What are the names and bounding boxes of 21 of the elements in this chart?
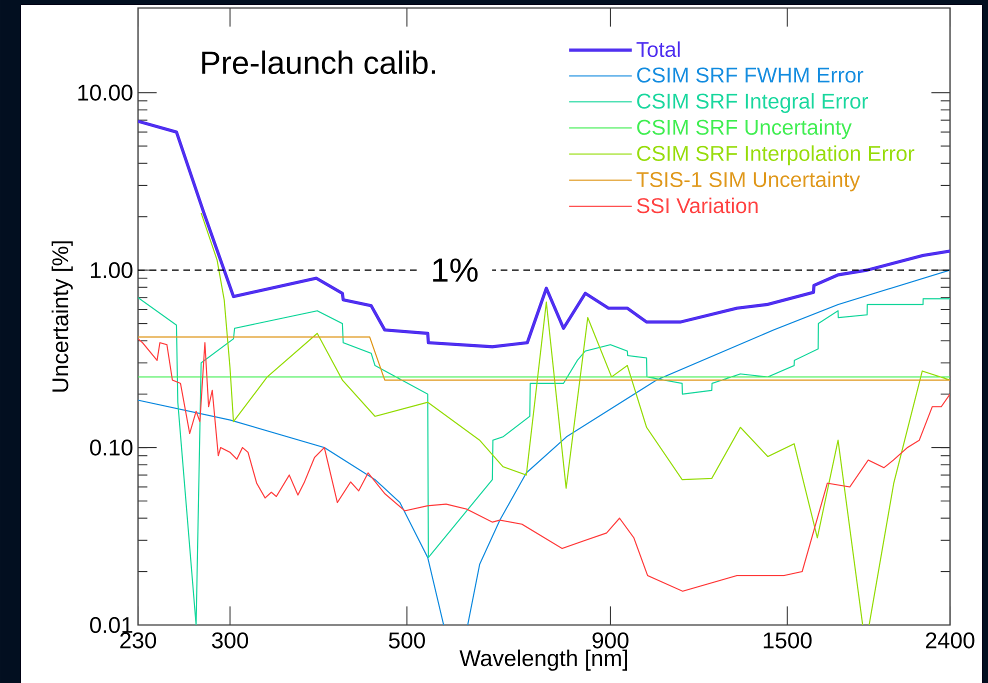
y-tick-label: 10.00: [78, 84, 132, 101]
legend-label: Total: [636, 41, 680, 58]
x-tick-label: 1500: [764, 632, 812, 648]
x-tick-label: 230: [120, 632, 156, 648]
legend-label: TSIS-1 SIM Uncertainty: [636, 171, 860, 192]
x-axis-title: Wavelength [nm]: [460, 650, 627, 671]
x-tick-label: 900: [592, 632, 628, 648]
legend-label: SSI Variation: [637, 198, 758, 214]
x-tick-label: 300: [212, 632, 248, 648]
x-tick-label: 500: [388, 632, 425, 648]
legend-label: CSIM SRF Integral Error: [637, 93, 868, 113]
y-tick-label: 0.01: [90, 616, 132, 634]
y-tick-label: 1.00: [90, 262, 132, 278]
y-axis-title: Uncertainty [%]: [52, 241, 73, 392]
legend-label: CSIM SRF Interpolation Error: [637, 145, 914, 166]
legend-label: CSIM SRF FWHM Error: [637, 68, 864, 83]
ref-line-label: 1%: [433, 258, 478, 282]
legend-label: CSIM SRF Uncertainty: [637, 119, 852, 140]
y-tick-label: 0.10: [90, 440, 132, 456]
x-tick-label: 2400: [926, 632, 974, 648]
annotation: Pre-launch calib.: [202, 50, 435, 74]
